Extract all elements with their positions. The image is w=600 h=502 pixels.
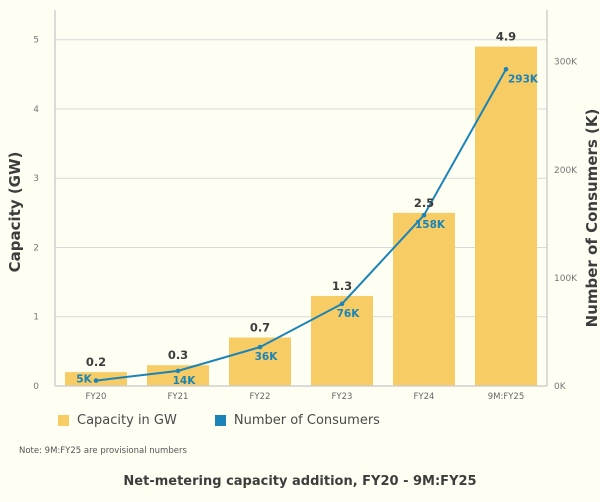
- y-tick-label-right: 100K: [554, 274, 578, 284]
- bar: [393, 212, 455, 386]
- consumers-point: [339, 301, 345, 307]
- consumers-point: [421, 212, 427, 218]
- line-series-consumers: [93, 66, 509, 383]
- y-tick-label-left: 3: [33, 174, 39, 184]
- y-tick-label-right: 0K: [554, 382, 567, 392]
- y-tick-label-right: 300K: [554, 58, 578, 68]
- bar-value-label: 2.5: [414, 196, 434, 210]
- legend-item-capacity[interactable]: Capacity in GW: [58, 413, 177, 428]
- footnote: Note: 9M:FY25 are provisional numbers: [19, 446, 187, 456]
- consumers-point: [503, 66, 509, 72]
- y-tick-label-left: 0: [33, 382, 39, 392]
- legend-swatch-consumers: [214, 415, 226, 426]
- line-value-label: 36K: [255, 351, 279, 363]
- bar-value-label: 0.7: [250, 321, 270, 335]
- x-tick-label: FY22: [250, 392, 271, 402]
- chart-caption: Net-metering capacity addition, FY20 - 9…: [123, 474, 477, 489]
- bar-value-label: 4.9: [496, 30, 516, 44]
- x-tick-label: FY24: [414, 392, 435, 402]
- bar-value-label: 0.3: [168, 348, 188, 362]
- gridlines: [55, 39, 547, 318]
- bar: [475, 46, 537, 386]
- bar: [311, 295, 373, 386]
- legend: Capacity in GW Number of Consumers: [58, 413, 418, 428]
- y-axis-title-left: Capacity (GW): [6, 152, 24, 273]
- x-tick-label: FY21: [168, 392, 189, 402]
- x-tick-label: FY23: [332, 392, 353, 402]
- x-tick-label: FY20: [86, 392, 107, 402]
- y-tick-label-right: 200K: [554, 166, 578, 176]
- y-axis-title-right: Number of Consumers (K): [583, 109, 600, 328]
- bar-series-capacity: [65, 46, 537, 386]
- y-tick-label-left: 4: [33, 105, 39, 115]
- line-value-label: 293K: [508, 73, 539, 85]
- legend-swatch-capacity: [58, 415, 69, 426]
- legend-label-capacity: Capacity in GW: [77, 413, 177, 428]
- data-labels: 0.2 0.3 0.7 1.3 2.5 4.9 5K 14K 36K 76K 158K 293K: [76, 30, 539, 387]
- line-value-label: 158K: [415, 219, 446, 231]
- line-value-label: 76K: [337, 308, 361, 320]
- line-value-label: 5K: [76, 374, 92, 386]
- bar-value-label: 1.3: [332, 279, 352, 293]
- axes: 0 1 2 3 4 5 0K 100K 200K 300K FY20 FY21 FY22 FY23 FY24…: [33, 10, 578, 402]
- combo-chart: 0 1 2 3 4 5 0K 100K 200K 300K FY20 FY21 FY22 FY23 FY24…: [6, 10, 600, 402]
- bar: [147, 365, 209, 386]
- y-tick-label-left: 2: [33, 243, 39, 253]
- consumers-line: [95, 68, 507, 382]
- legend-item-consumers[interactable]: Number of Consumers: [214, 413, 380, 428]
- bar-value-label: 0.2: [86, 355, 106, 369]
- consumers-point: [175, 368, 181, 374]
- y-tick-label-left: 1: [33, 313, 39, 323]
- line-value-label: 14K: [173, 375, 197, 387]
- y-tick-label-left: 5: [33, 36, 39, 46]
- x-tick-label: 9M:FY25: [488, 392, 525, 402]
- consumers-point: [93, 378, 99, 383]
- legend-label-consumers: Number of Consumers: [233, 413, 380, 428]
- consumers-point: [257, 344, 263, 350]
